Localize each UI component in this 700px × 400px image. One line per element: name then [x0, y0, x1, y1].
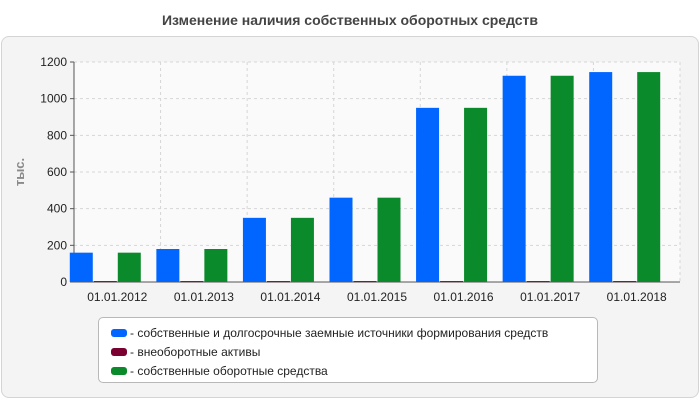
x-tick-label: 01.01.2012	[87, 290, 147, 304]
bar	[377, 197, 401, 282]
bar	[204, 249, 228, 282]
y-axis-label: тыс.	[12, 158, 27, 186]
x-tick-label: 01.01.2016	[434, 290, 494, 304]
x-tick-label: 01.01.2018	[607, 290, 667, 304]
x-tick-label: 01.01.2017	[520, 290, 580, 304]
legend-swatch	[111, 347, 127, 356]
legend-item: - внеоборотные активы	[99, 342, 597, 361]
y-tick-label: 1200	[40, 55, 67, 69]
bar	[242, 217, 266, 282]
y-tick-label: 400	[47, 202, 67, 216]
legend-label: - внеоборотные активы	[130, 344, 261, 359]
bar	[180, 281, 204, 283]
bar	[464, 107, 488, 282]
y-tick-label: 800	[47, 128, 67, 142]
bar	[502, 75, 526, 282]
legend-label: - собственные оборотные средства	[130, 363, 328, 378]
bar	[613, 281, 637, 283]
legend-label: - собственные и долгосрочные заемные ист…	[130, 325, 549, 340]
bar	[156, 249, 180, 282]
y-tick-label: 200	[47, 238, 67, 252]
x-tick-label: 01.01.2015	[347, 290, 407, 304]
legend-swatch	[111, 328, 127, 337]
y-tick-label: 0	[60, 275, 67, 289]
bar	[550, 75, 574, 282]
x-tick-label: 01.01.2013	[174, 290, 234, 304]
y-tick-label: 1000	[40, 92, 67, 106]
bar	[637, 72, 661, 282]
chart-title: Изменение наличия собственных оборотных …	[161, 12, 539, 28]
legend-item: - собственные и долгосрочные заемные ист…	[99, 323, 597, 342]
legend-item: - собственные оборотные средства	[99, 361, 597, 380]
x-tick-label: 01.01.2014	[260, 290, 320, 304]
bar	[353, 281, 377, 283]
y-tick-label: 600	[47, 165, 67, 179]
legend-swatch	[111, 366, 127, 375]
bar	[69, 252, 93, 282]
bar	[440, 281, 464, 283]
bar	[526, 281, 550, 283]
bar	[290, 217, 314, 282]
legend: - собственные и долгосрочные заемные ист…	[98, 317, 598, 383]
bar	[117, 252, 141, 282]
bar	[589, 72, 613, 282]
bar	[329, 197, 353, 282]
bar	[266, 281, 290, 283]
bar	[93, 281, 117, 283]
bar	[416, 107, 440, 282]
